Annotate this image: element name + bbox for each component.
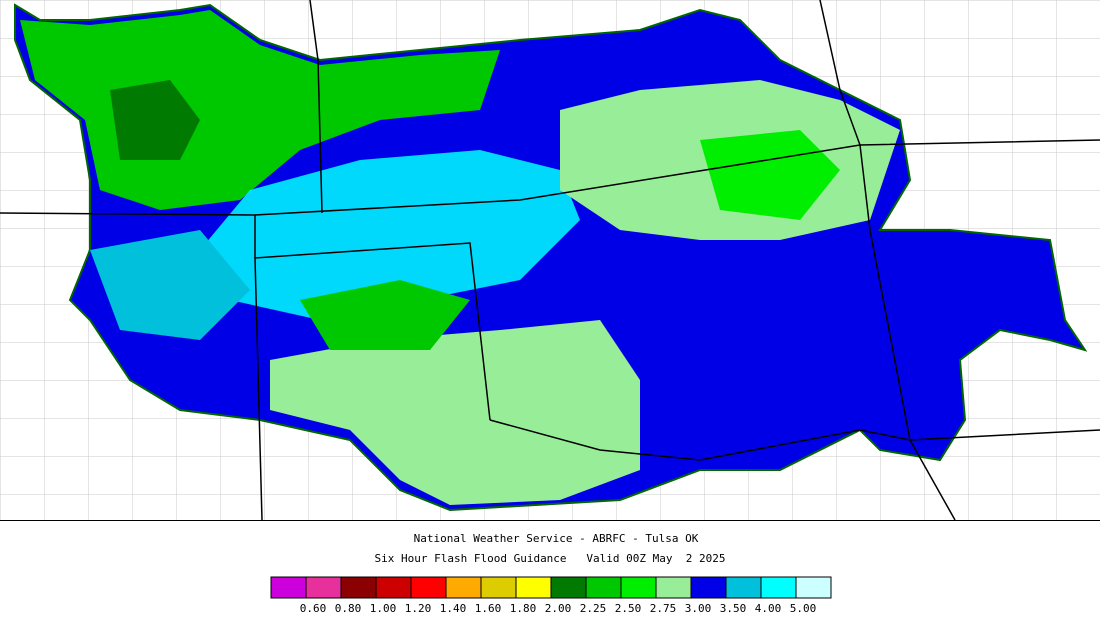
map — [0, 0, 1100, 521]
state-borders — [819, 0, 956, 521]
legend-swatch — [340, 576, 377, 599]
state-borders — [254, 257, 263, 521]
legend-swatch — [690, 576, 727, 599]
legend-swatch — [655, 576, 692, 599]
legend-swatch — [725, 576, 762, 599]
area-teal — [90, 230, 250, 340]
state-borders — [309, 0, 323, 214]
legend-label: 1.80 — [510, 602, 537, 615]
legend-label: 0.60 — [300, 602, 327, 615]
legend-swatch — [270, 576, 307, 599]
legend-swatch — [410, 576, 447, 599]
area-green-south — [300, 280, 470, 350]
legend-swatch — [760, 576, 797, 599]
area-light-green-south — [270, 320, 640, 505]
legend-label: 2.25 — [580, 602, 607, 615]
header-line: Six Hour Flash Flood Guidance Valid 00Z … — [375, 552, 726, 565]
state-borders — [254, 215, 491, 421]
legend-label: 1.20 — [405, 602, 432, 615]
legend-label: 2.50 — [615, 602, 642, 615]
legend-label: 0.80 — [335, 602, 362, 615]
header-line: National Weather Service - ABRFC - Tulsa… — [414, 532, 699, 545]
legend-swatch — [585, 576, 622, 599]
legend-label: 4.00 — [755, 602, 782, 615]
legend-swatch — [620, 576, 657, 599]
legend-swatch — [305, 576, 342, 599]
state-borders — [0, 139, 1100, 216]
legend: 0.60 0.80 1.00 1.20 1.40 1.60 1.80 2.00 2.25 2.50… — [270, 576, 832, 615]
legend-swatch — [480, 576, 517, 599]
area-cyan — [200, 150, 580, 320]
legend-label: 2.75 — [650, 602, 677, 615]
area-dark-green — [110, 80, 200, 160]
state-borders — [489, 419, 1100, 461]
legend-label: 1.40 — [440, 602, 467, 615]
area-green-east — [700, 130, 840, 220]
legend-swatch — [550, 576, 587, 599]
legend-label: 3.00 — [685, 602, 712, 615]
legend-label: 3.50 — [720, 602, 747, 615]
legend-label: 1.60 — [475, 602, 502, 615]
legend-label: 1.00 — [370, 602, 397, 615]
legend-label: 2.00 — [545, 602, 572, 615]
legend-swatch — [795, 576, 832, 599]
legend-swatch — [445, 576, 482, 599]
legend-label: 5.00 — [790, 602, 817, 615]
legend-swatch — [375, 576, 412, 599]
legend-swatch — [515, 576, 552, 599]
